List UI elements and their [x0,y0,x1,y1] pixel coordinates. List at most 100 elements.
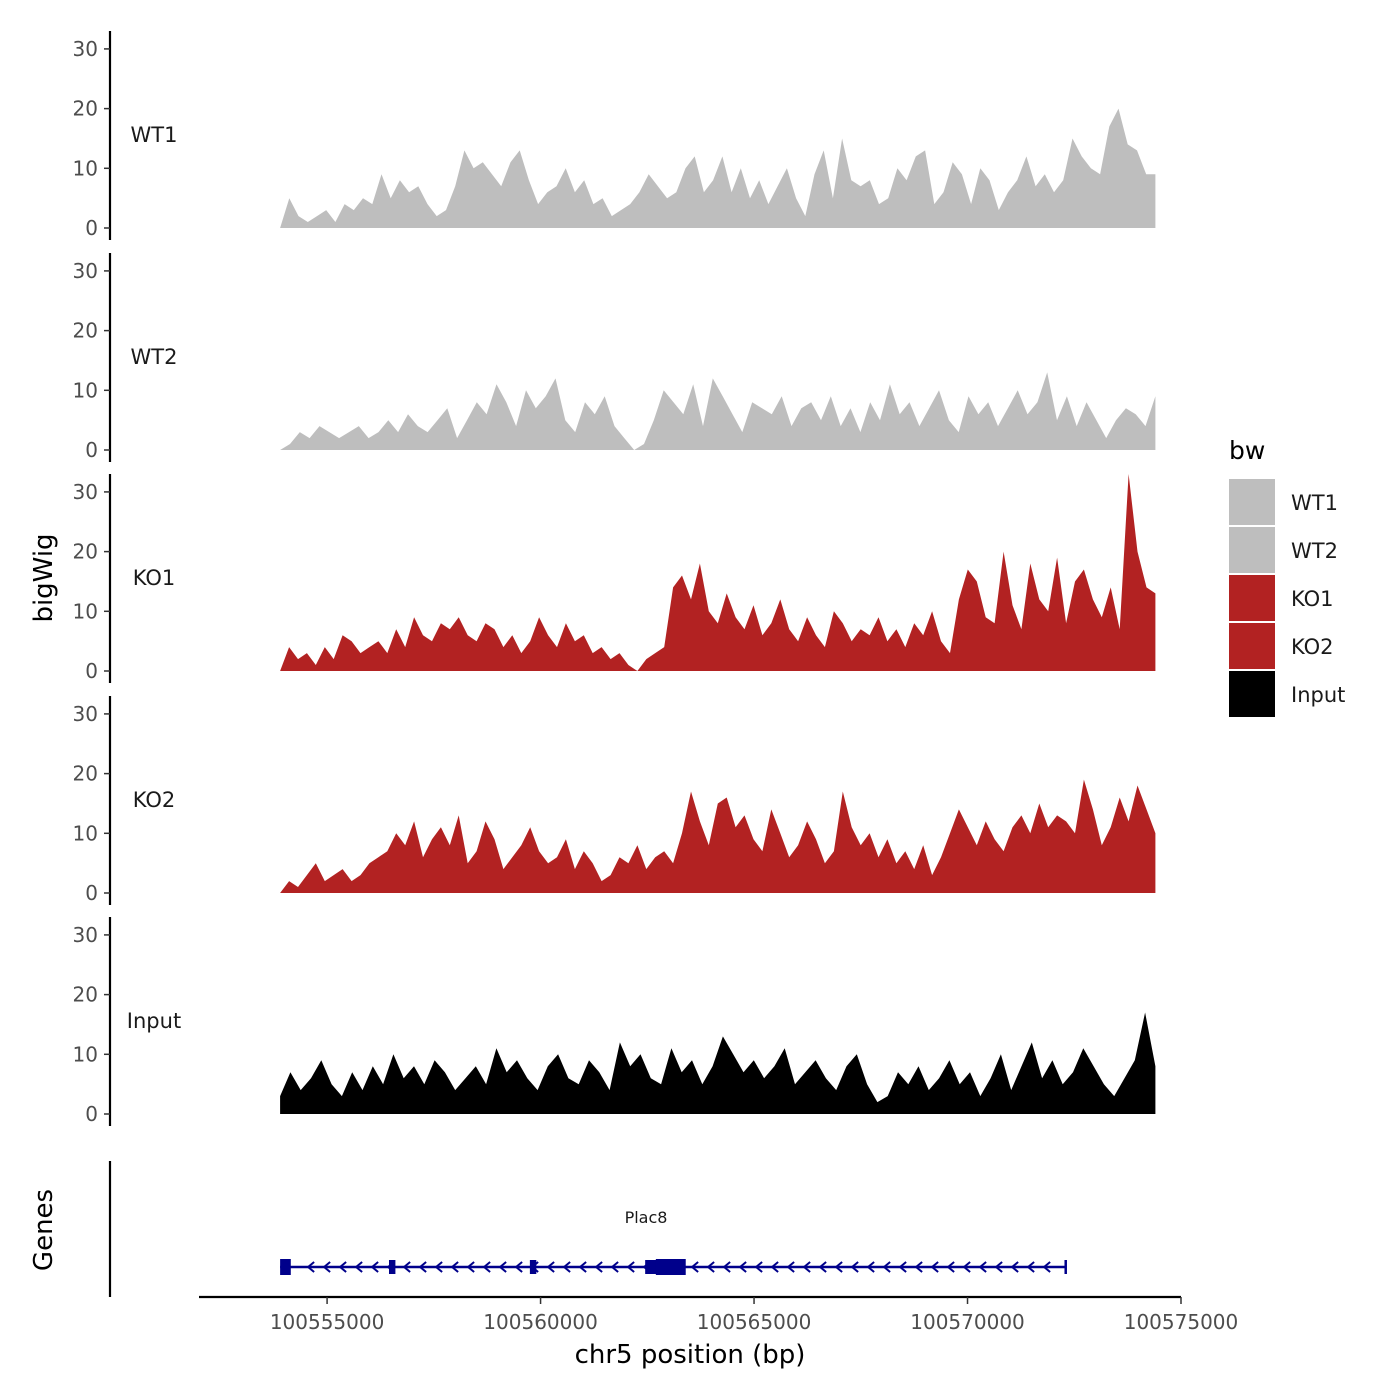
strand-arrow [450,1261,459,1273]
y-tick-label: 0 [85,881,98,905]
x-tick-label: 100555000 [270,1310,385,1334]
track-label-ko2: KO2 [133,788,176,812]
legend-swatch-input [1229,671,1275,717]
strand-arrow [546,1261,555,1273]
strand-arrow [690,1261,699,1273]
y-tick-label: 20 [73,319,98,343]
coverage-tracks: 0 10 20 30 WT1 0 10 20 30 WT2 0 10 20 30 KO1 0 10 20 30 KO2… [73,31,1156,1126]
legend: bw WT1 WT2 KO1 KO2 Input [1229,436,1345,717]
strand-arrow [370,1261,379,1273]
x-tick-label: 100560000 [483,1310,598,1334]
strand-arrow [754,1261,763,1273]
strand-arrow [610,1261,619,1273]
y-tick-label: 0 [85,438,98,462]
y-tick-label: 30 [73,702,98,726]
strand-arrow [738,1261,747,1273]
x-axis-title: chr5 position (bp) [575,1340,806,1370]
strand-arrow [706,1261,715,1273]
legend-label-input: Input [1291,683,1345,707]
legend-label-wt1: WT1 [1291,491,1338,515]
y-tick-label: 20 [73,97,98,121]
strand-arrow [834,1261,843,1273]
y-tick-label: 30 [73,480,98,504]
strand-arrow [1010,1261,1019,1273]
track-wt1: 0 10 20 30 WT1 [73,31,1156,240]
strand-arrow [786,1261,795,1273]
gene-panel [108,1161,1067,1297]
x-tick-label: 100565000 [697,1310,812,1334]
strand-arrow [898,1261,907,1273]
y-tick-label: 0 [85,1102,98,1126]
strand-arrow [994,1261,1003,1273]
x-axis: 100555000 100560000 100565000 100570000 1005… [199,1295,1239,1334]
legend-label-wt2: WT2 [1291,539,1338,563]
gene-exon [388,1260,396,1274]
strand-arrow [914,1261,923,1273]
y-tick-label: 20 [73,540,98,564]
y-tick-label: 30 [73,259,98,283]
track-label-wt1: WT1 [131,123,178,147]
strand-arrow [322,1261,331,1273]
strand-arrow [962,1261,971,1273]
strand-arrow [626,1261,635,1273]
legend-swatch-ko1 [1229,575,1275,621]
legend-title: bw [1229,436,1265,465]
strand-arrow [770,1261,779,1273]
strand-arrow [338,1261,347,1273]
legend-swatch-wt2 [1229,527,1275,573]
strand-arrow [466,1261,475,1273]
strand-arrow [562,1261,571,1273]
strand-arrow [802,1261,811,1273]
strand-arrow [354,1261,363,1273]
gene-name-label: Plac8 [625,1208,668,1227]
legend-swatch-wt1 [1229,479,1275,525]
strand-arrow [594,1261,603,1273]
coverage-area-input [280,1012,1156,1114]
gene-exon [655,1259,686,1275]
y-tick-label: 10 [73,378,98,402]
genes-axis-title: Genes [29,1189,59,1271]
coverage-area-ko2 [280,779,1156,893]
strand-arrow [946,1261,955,1273]
strand-arrow [514,1261,523,1273]
legend-swatch-ko2 [1229,623,1275,669]
strand-arrow [498,1261,507,1273]
y-tick-label: 20 [73,762,98,786]
gene-exon [280,1259,291,1275]
strand-arrow [1026,1261,1035,1273]
track-wt2: 0 10 20 30 WT2 [73,253,1156,462]
strand-arrow [578,1261,587,1273]
strand-arrow [482,1261,491,1273]
y-tick-label: 10 [73,821,98,845]
strand-arrow [882,1261,891,1273]
strand-arrow [434,1261,443,1273]
strand-arrow [402,1261,411,1273]
x-tick-label: 100575000 [1124,1310,1239,1334]
y-tick-label: 10 [73,1042,98,1066]
track-label-ko1: KO1 [133,566,176,590]
strand-arrow [1042,1261,1051,1273]
strand-arrow [306,1261,315,1273]
coverage-area-wt1 [280,108,1156,228]
legend-label-ko1: KO1 [1291,587,1334,611]
y-tick-label: 10 [73,156,98,180]
y-tick-label: 0 [85,659,98,683]
coverage-area-wt2 [280,372,1156,450]
strand-arrow [930,1261,939,1273]
strand-arrow [418,1261,427,1273]
coverage-area-ko1 [280,474,1156,671]
track-ko1: 0 10 20 30 KO1 [73,474,1156,683]
y-axis-title: bigWig [29,533,59,622]
gene-exon [529,1260,537,1274]
track-ko2: 0 10 20 30 KO2 [73,696,1156,905]
y-tick-label: 10 [73,599,98,623]
strand-arrow [818,1261,827,1273]
strand-arrow [866,1261,875,1273]
legend-label-ko2: KO2 [1291,635,1334,659]
y-tick-label: 30 [73,923,98,947]
y-tick-label: 0 [85,216,98,240]
track-label-wt2: WT2 [131,345,178,369]
y-tick-label: 20 [73,983,98,1007]
strand-arrow [722,1261,731,1273]
